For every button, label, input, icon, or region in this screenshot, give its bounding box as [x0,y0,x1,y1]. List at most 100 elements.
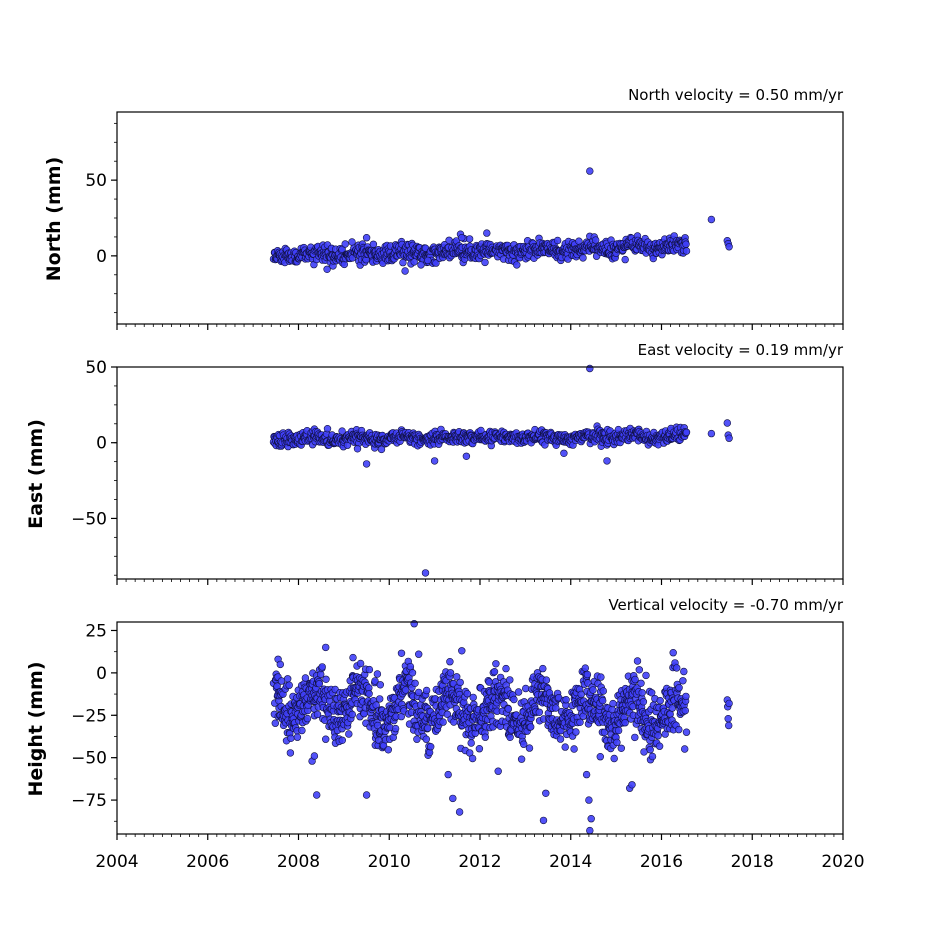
height-data-point [271,719,279,727]
height-data-point [514,688,523,696]
height-data-point [413,735,421,743]
north-data-point [513,261,521,269]
x-tick-label: 2004 [95,852,138,872]
height-data-point [365,690,373,698]
height-data-point [637,679,645,687]
height-data-point [293,733,302,741]
x-tick-label: 2012 [458,852,501,872]
east-data-points [269,364,733,577]
north-data-point [707,215,716,224]
north-data-point [591,236,600,244]
height-data-point [467,739,475,747]
height-data-point [586,826,594,835]
north-data-point [369,240,378,249]
height-data-point [455,808,464,816]
north-velocity-title: North velocity = 0.50 mm/yr [628,86,844,104]
height-data-point [446,669,455,677]
height-data-point [453,673,461,681]
height-data-point [301,674,310,682]
north-data-point [682,240,690,248]
height-data-point [562,695,570,704]
height-data-point [535,708,543,716]
east-data-point [430,457,439,465]
height-data-point [572,728,580,736]
east-plot-frame [116,366,844,580]
height-data-point [391,724,400,733]
north-data-point [401,267,409,275]
height-data-point [318,663,326,671]
height-data-point [526,723,535,731]
east-data-point [338,427,346,435]
x-tick-label: 2006 [186,852,229,872]
north-data-point [417,261,425,269]
east-data-point [603,457,611,465]
height-data-point [725,699,733,708]
height-data-point [596,752,604,761]
x-tick-label: 2018 [731,852,774,872]
height-data-point [648,752,657,761]
east-axis-ticks: −50 0 50 [71,358,844,585]
height-data-point [415,650,423,658]
height-y-tick-label: 25 [85,621,107,641]
north-data-point [410,258,418,266]
height-data-point [647,689,656,697]
north-data-point [432,259,440,267]
height-data-point [490,667,499,676]
north-data-point [579,254,587,262]
east-data-point [362,460,371,468]
height-data-point [525,744,534,752]
height-y-tick-label: −25 [71,706,107,726]
north-y-tick-label: 50 [85,171,107,191]
height-data-point [276,660,284,669]
height-data-point [502,664,510,673]
height-data-point [360,709,368,718]
height-data-point [597,673,605,681]
height-data-point [582,770,591,779]
vertical-velocity-title: Vertical velocity = -0.70 mm/yr [608,596,843,614]
height-data-point [556,735,565,743]
height-axis-label: Height (mm) [25,661,47,796]
east-y-tick-label: 50 [85,358,107,378]
height-data-point [609,699,617,708]
height-data-point [356,659,365,668]
north-data-point [458,234,466,242]
height-data-point [338,736,346,744]
height-data-point [317,670,325,679]
height-data-point [468,754,477,763]
height-data-point [633,657,642,665]
height-data-point [463,689,471,698]
height-data-point [402,686,410,694]
height-data-point [621,718,629,727]
east-data-point [353,445,362,453]
height-data-point [638,689,646,697]
height-data-point [631,733,639,742]
height-data-point [642,671,650,680]
height-data-point [675,725,683,734]
height-data-point [542,789,550,797]
east-velocity-title: East velocity = 0.19 mm/yr [638,341,844,359]
height-data-point [679,677,687,685]
height-data-point [422,735,430,743]
north-data-point [682,247,691,255]
east-y-tick-label: 0 [96,434,107,454]
height-data-point [349,653,357,662]
height-data-point [481,733,489,741]
east-data-point [586,364,594,373]
height-data-point [376,695,384,703]
north-data-point [362,234,371,242]
height-data-point [610,754,618,763]
east-data-point [707,429,716,438]
height-data-point [345,730,353,738]
height-data-point [589,686,597,694]
height-data-point [406,662,415,671]
height-data-point [410,619,418,628]
height-data-point [510,695,518,704]
east-y-tick-label: −50 [71,509,107,529]
height-data-point [362,791,371,799]
height-data-point [286,749,295,757]
height-data-point [655,742,664,750]
height-data-point [494,767,502,775]
height-data-point [458,647,466,655]
east-data-point [377,445,386,454]
height-data-point [631,675,639,684]
